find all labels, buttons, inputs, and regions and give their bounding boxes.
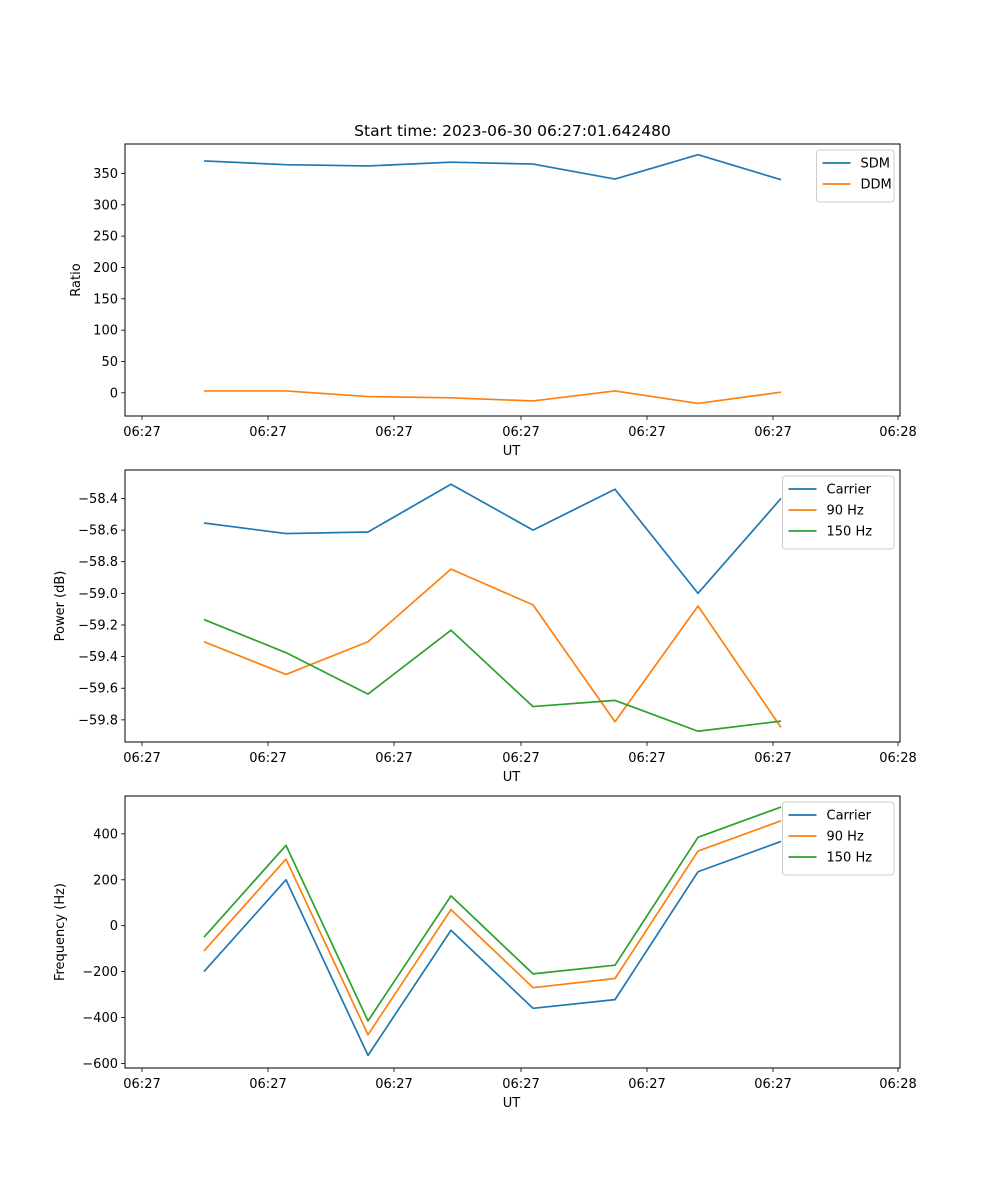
y-axis-label: Frequency (Hz) [53, 883, 68, 981]
x-tick-label: 06:27 [628, 425, 665, 440]
x-tick-label: 06:27 [754, 425, 791, 440]
x-tick-label: 06:27 [502, 1077, 539, 1092]
y-tick-label: −59.4 [78, 650, 118, 665]
legend-label: Carrier [827, 483, 872, 498]
series-line-ddm [204, 390, 782, 405]
series-line-90-hz [203, 568, 782, 728]
x-tick-label: 06:27 [375, 425, 412, 440]
y-tick-label: −58.4 [78, 492, 118, 507]
y-tick-label: 400 [93, 827, 118, 842]
y-tick-label: −59.8 [78, 713, 118, 728]
panel-3: 06:27 06:27 06:27 06:27 06:27 06:27 06:28 UT −60… [53, 795, 917, 1111]
x-tick-label: 06:28 [879, 751, 916, 766]
x-tick-label: 06:27 [754, 1077, 791, 1092]
x-tick-label: 06:27 [123, 425, 160, 440]
x-tick-label: 06:27 [123, 1077, 160, 1092]
y-tick-label: 300 [93, 198, 118, 213]
legend-label: SDM [861, 157, 890, 172]
x-tick-label: 06:27 [754, 751, 791, 766]
y-axis-label: Ratio [69, 263, 84, 296]
plot-frame [124, 469, 901, 743]
y-tick-label: 150 [93, 292, 118, 307]
y-tick-label: −600 [82, 1057, 118, 1072]
x-tick-label: 06:28 [879, 1077, 916, 1092]
legend: SDM DDM [816, 149, 895, 203]
legend: Carrier 90 Hz 150 Hz [782, 801, 895, 876]
y-tick-label: 200 [93, 873, 118, 888]
series-line-sdm [203, 153, 782, 181]
x-tick-label: 06:27 [123, 751, 160, 766]
x-tick-label: 06:27 [249, 1077, 286, 1092]
series-line-carrier [203, 840, 782, 1057]
y-tick-label: −59.2 [78, 618, 118, 633]
x-tick-label: 06:27 [249, 751, 286, 766]
series-line-150-hz [203, 618, 782, 733]
y-tick-label: −400 [82, 1011, 118, 1026]
legend-label: 150 Hz [827, 851, 873, 866]
x-tick-label: 06:27 [628, 1077, 665, 1092]
legend-label: Carrier [827, 809, 872, 824]
y-tick-label: −200 [82, 965, 118, 980]
legend-label: DDM [861, 178, 892, 193]
y-axis-label: Power (dB) [53, 571, 68, 642]
series-line-carrier [203, 483, 782, 595]
x-tick-label: 06:27 [375, 751, 412, 766]
x-axis-label: UT [503, 444, 521, 459]
series-line-150-hz [203, 806, 782, 1022]
x-tick-label: 06:28 [879, 425, 916, 440]
legend-label: 90 Hz [827, 830, 864, 845]
legend-label: 90 Hz [827, 504, 864, 519]
plot-frame [124, 143, 901, 417]
plot-frame [124, 795, 901, 1069]
x-tick-label: 06:27 [628, 751, 665, 766]
y-tick-label: 250 [93, 230, 118, 245]
y-tick-label: −58.6 [78, 524, 118, 539]
legend: Carrier 90 Hz 150 Hz [782, 475, 895, 550]
panel-2: 06:27 06:27 06:27 06:27 06:27 06:27 06:28 UT −58… [53, 469, 917, 785]
y-tick-label: 200 [93, 261, 118, 276]
x-axis-label: UT [503, 1096, 521, 1111]
x-tick-label: 06:27 [375, 1077, 412, 1092]
y-tick-label: 50 [101, 355, 118, 370]
x-tick-label: 06:27 [502, 425, 539, 440]
legend-label: 150 Hz [827, 525, 873, 540]
y-tick-label: −59.0 [78, 587, 118, 602]
panel-1: Start time: 2023-06-30 06:27:01.642480 06… [69, 122, 917, 459]
y-tick-label: 100 [93, 324, 118, 339]
series-line-90-hz [203, 819, 782, 1036]
y-tick-label: 0 [110, 919, 118, 934]
y-tick-label: −59.6 [78, 682, 118, 697]
x-tick-label: 06:27 [249, 425, 286, 440]
x-axis-label: UT [503, 770, 521, 785]
y-tick-label: 0 [110, 386, 118, 401]
x-tick-label: 06:27 [502, 751, 539, 766]
chart-title: Start time: 2023-06-30 06:27:01.642480 [354, 122, 671, 140]
y-tick-label: 350 [93, 167, 118, 182]
y-tick-label: −58.8 [78, 555, 118, 570]
